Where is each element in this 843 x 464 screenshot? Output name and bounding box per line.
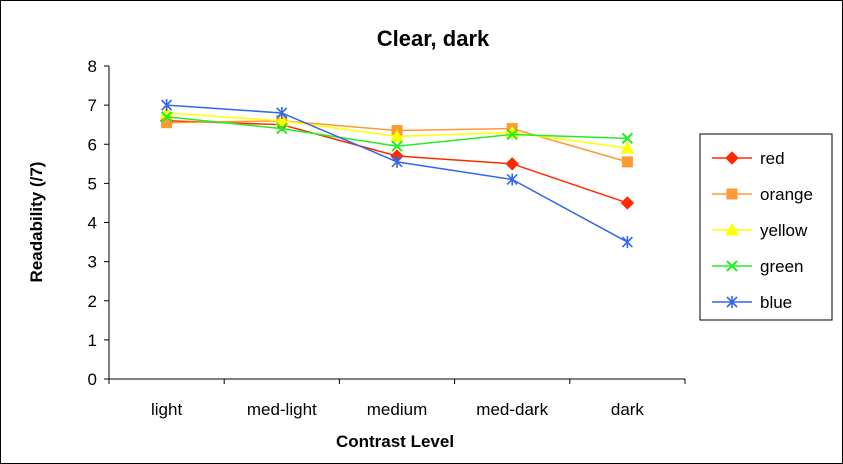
data-point-green xyxy=(160,111,173,123)
y-tick-label: 8 xyxy=(88,57,97,76)
x-axis-label: Contrast Level xyxy=(336,432,454,451)
y-tick-label: 7 xyxy=(88,96,97,115)
data-point-blue xyxy=(161,99,173,112)
legend-label-green: green xyxy=(760,257,803,276)
plot-area: 0 1 2 3 4 5 6 7 8 light med-light medium med-dark dar… xyxy=(88,57,686,419)
legend-label-orange: orange xyxy=(760,185,813,204)
data-point-yellow xyxy=(274,113,289,127)
legend-label-red: red xyxy=(760,149,785,168)
y-tick-label: 6 xyxy=(88,135,97,154)
y-tick-label: 0 xyxy=(88,370,97,389)
data-point-green xyxy=(391,140,403,152)
x-tick-label: med-light xyxy=(247,400,317,419)
data-point-blue xyxy=(506,173,518,186)
x-tick-label: dark xyxy=(611,400,645,419)
y-tick-label: 1 xyxy=(88,331,97,350)
legend-box xyxy=(699,133,833,321)
legend-label-yellow: yellow xyxy=(760,221,808,240)
y-tick-label: 4 xyxy=(88,214,97,233)
legend-marker-yellow xyxy=(725,222,739,236)
data-point-blue xyxy=(621,236,633,249)
data-point-green xyxy=(621,132,634,145)
y-tick-label: 3 xyxy=(88,253,97,272)
y-tick-label: 2 xyxy=(88,292,97,311)
data-point-orange xyxy=(621,156,633,168)
data-point-blue xyxy=(391,155,403,168)
x-tick-label: med-dark xyxy=(476,400,548,419)
data-point-green xyxy=(276,122,288,135)
legend-marker-green xyxy=(726,260,738,272)
y-axis-label: Readability (/7) xyxy=(27,162,46,283)
y-tick-label: 5 xyxy=(88,174,97,193)
data-point-green xyxy=(506,128,518,141)
x-tick-label: light xyxy=(151,400,182,419)
data-point-red xyxy=(620,196,635,210)
data-point-yellow xyxy=(620,141,635,154)
legend-marker-blue xyxy=(726,296,738,308)
legend: red orange yellow green blue xyxy=(712,149,813,312)
legend-label-blue: blue xyxy=(760,293,792,312)
x-tick-label: medium xyxy=(367,400,427,419)
data-point-yellow xyxy=(390,129,404,142)
data-point-blue xyxy=(276,106,288,119)
chart-title: Clear, dark xyxy=(377,26,490,51)
legend-marker-orange xyxy=(726,188,738,200)
data-point-red xyxy=(505,157,519,171)
legend-marker-red xyxy=(725,151,739,165)
